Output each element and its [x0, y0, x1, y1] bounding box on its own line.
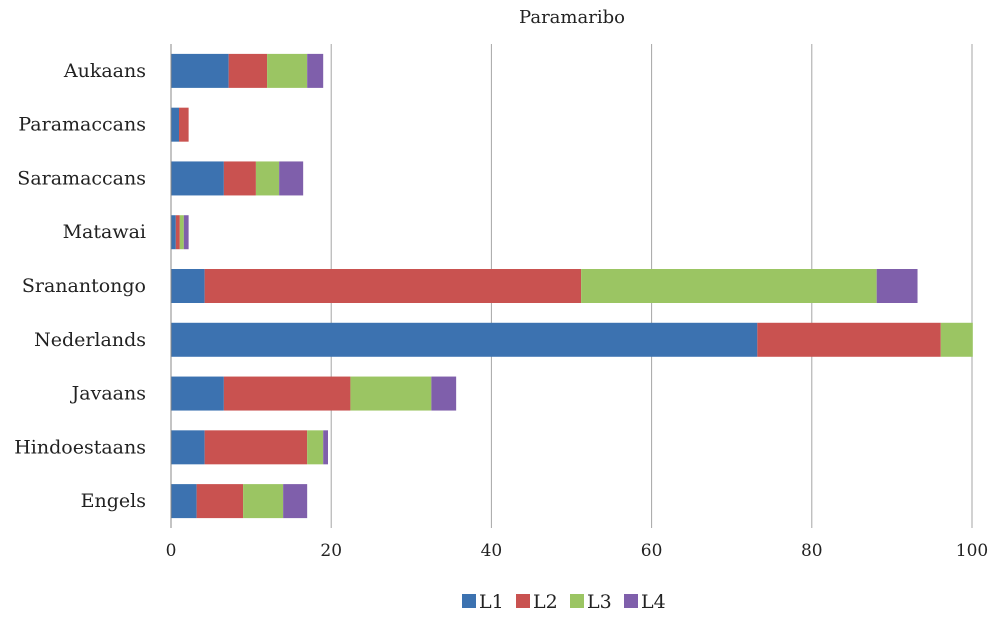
x-tick-label: 100: [956, 541, 988, 561]
bar-l1-paramaccans: [171, 107, 180, 142]
category-label: Saramaccans: [17, 167, 146, 189]
category-labels: Aukaans Paramaccans Saramaccans Matawai Sran…: [14, 60, 146, 512]
legend-label: L4: [641, 591, 666, 613]
bar-l3-matawai: [179, 215, 184, 250]
bar-l3-sranantongo: [581, 269, 877, 303]
bar-l4-matawai: [183, 215, 189, 250]
category-label: Nederlands: [34, 329, 146, 351]
bar-l2-engels: [196, 484, 244, 519]
bar-l3-nederlands: [940, 322, 973, 357]
bar-l2-hindoestaans: [204, 430, 308, 465]
bar-l2-aukaans: [228, 53, 268, 88]
bar-l2-nederlands: [757, 322, 941, 357]
bar-l4-aukaans: [307, 53, 324, 88]
bar-l3-aukaans: [267, 53, 308, 88]
category-label: Engels: [81, 490, 146, 512]
bar-l2-paramaccans: [179, 107, 189, 142]
bar-l1-engels: [171, 484, 197, 519]
legend-item-l2: L2: [516, 591, 558, 613]
bar-l1-sranantongo: [171, 269, 205, 303]
bar-l1-javaans: [171, 376, 224, 411]
chart-title: Paramaribo: [519, 7, 625, 28]
bar-l2-saramaccans: [223, 161, 256, 196]
bar-l3-saramaccans: [255, 161, 280, 196]
legend-label: L2: [533, 591, 558, 613]
category-label: Hindoestaans: [14, 436, 146, 458]
bar-l4-engels: [283, 484, 308, 519]
category-label: Javaans: [70, 383, 146, 405]
x-tick-label: 0: [166, 541, 177, 561]
bar-l3-javaans: [350, 376, 432, 411]
x-tick-label: 20: [320, 541, 342, 561]
bar-l2-javaans: [223, 376, 351, 411]
legend: L1 L2 L3 L4: [462, 591, 666, 613]
bar-l3-engels: [243, 484, 284, 519]
x-tick-label: 40: [481, 541, 503, 561]
bar-l1-aukaans: [171, 53, 229, 88]
x-tick-labels: 0 20 40 60 80 100: [166, 541, 989, 561]
legend-swatch: [624, 594, 638, 608]
legend-swatch: [462, 594, 476, 608]
legend-swatch: [516, 594, 530, 608]
legend-label: L1: [479, 591, 504, 613]
legend-label: L3: [587, 591, 612, 613]
bars: [171, 53, 973, 519]
legend-swatch: [570, 594, 584, 608]
bar-l1-nederlands: [171, 322, 758, 357]
bar-l4-javaans: [431, 376, 457, 411]
legend-item-l3: L3: [570, 591, 612, 613]
x-tick-label: 80: [801, 541, 823, 561]
bar-l1-hindoestaans: [171, 430, 205, 465]
bar-l4-saramaccans: [279, 161, 304, 196]
category-label: Matawai: [63, 221, 146, 243]
bar-l1-saramaccans: [171, 161, 224, 196]
bar-l2-matawai: [175, 215, 180, 250]
bar-l1-matawai: [171, 215, 176, 250]
bar-l2-sranantongo: [204, 269, 582, 303]
bar-l4-hindoestaans: [323, 430, 328, 465]
legend-item-l1: L1: [462, 591, 504, 613]
bar-l3-hindoestaans: [307, 430, 324, 465]
category-label: Sranantongo: [22, 275, 146, 297]
legend-item-l4: L4: [624, 591, 666, 613]
category-label: Aukaans: [63, 60, 146, 82]
category-label: Paramaccans: [18, 114, 146, 136]
bar-l4-sranantongo: [876, 269, 918, 303]
x-tick-label: 60: [641, 541, 663, 561]
